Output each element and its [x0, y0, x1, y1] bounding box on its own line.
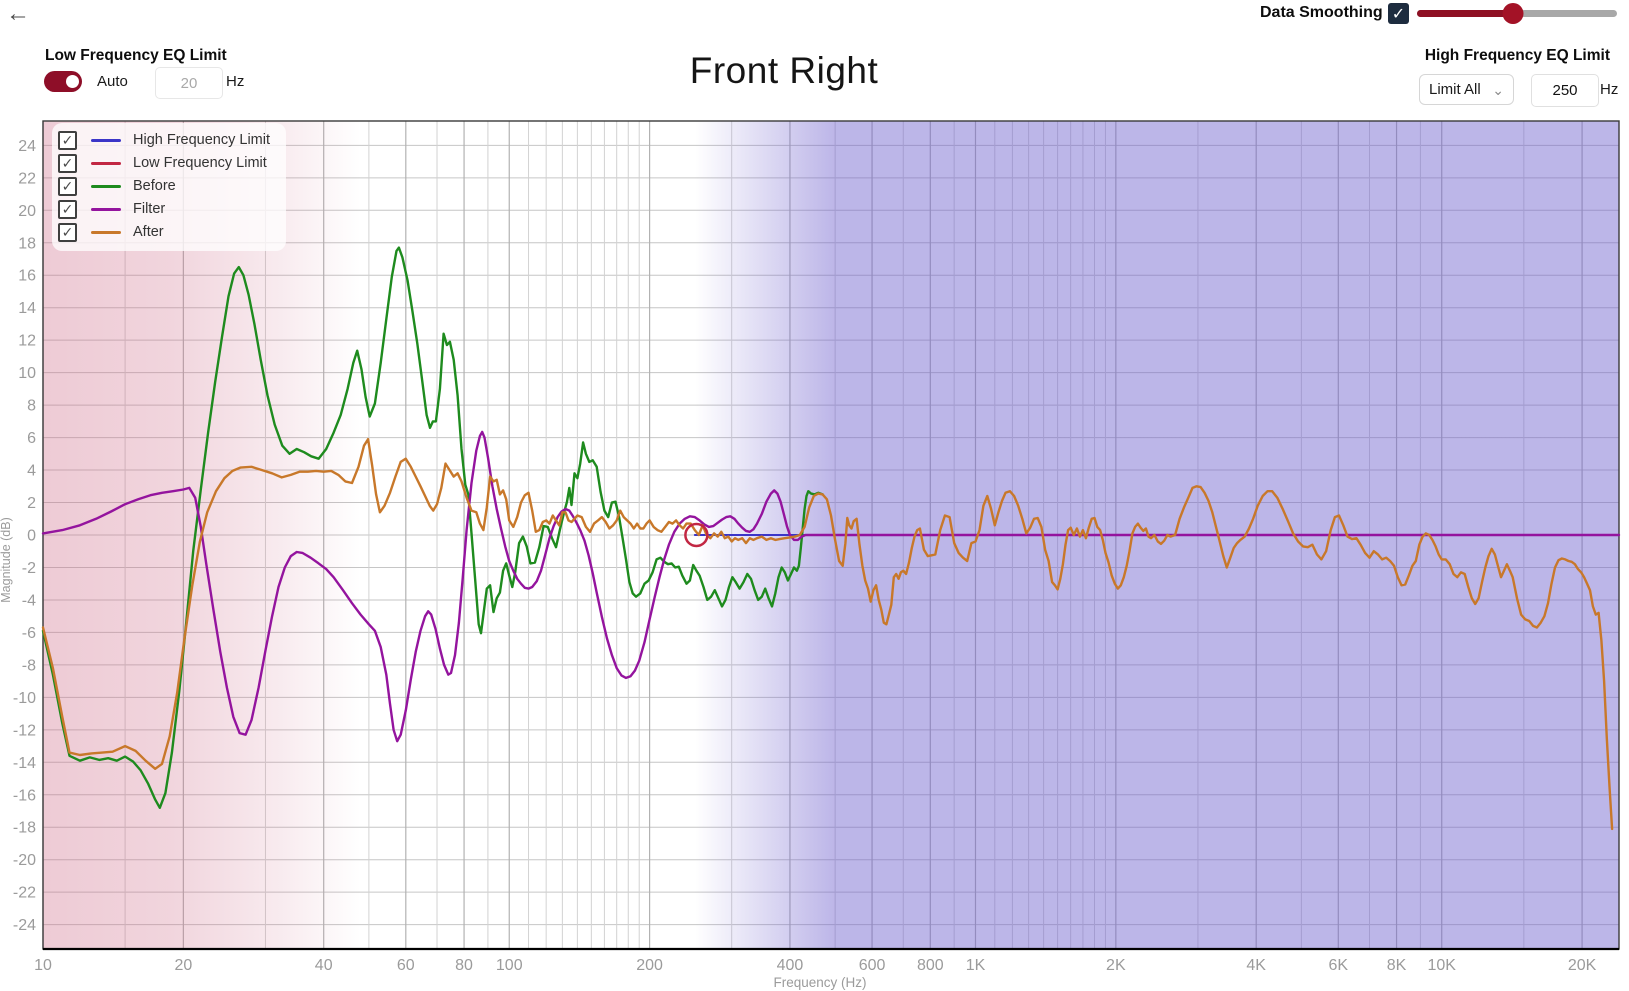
- x-tick-label: 10K: [1427, 957, 1456, 974]
- x-tick-label: 20K: [1568, 957, 1597, 974]
- y-tick-label: -14: [13, 755, 36, 772]
- chevron-down-icon: ⌄: [1492, 81, 1504, 98]
- x-tick-label: 1K: [966, 957, 986, 974]
- auto-label: Auto: [97, 73, 128, 90]
- y-tick-label: -16: [13, 787, 36, 804]
- legend-swatch-filter: [91, 207, 121, 211]
- data-smoothing-slider[interactable]: [1417, 0, 1617, 26]
- x-tick-label: 2K: [1106, 957, 1126, 974]
- legend-row-after: ✓ After: [58, 222, 270, 242]
- slider-fill: [1417, 10, 1513, 17]
- check-icon: ✓: [1391, 5, 1406, 23]
- y-tick-label: 22: [18, 170, 36, 187]
- low-frequency-limit-input[interactable]: [155, 67, 223, 99]
- high-frequency-unit-label: Hz: [1600, 81, 1619, 98]
- legend-label-high-frequency-limit: High Frequency Limit: [133, 132, 270, 148]
- back-icon[interactable]: ←: [6, 0, 30, 27]
- data-smoothing-checkbox[interactable]: ✓: [1388, 3, 1409, 24]
- legend-row-filter: ✓ Filter: [58, 199, 270, 219]
- y-tick-label: 2: [27, 495, 36, 512]
- limit-mode-value: Limit All: [1429, 81, 1481, 98]
- y-tick-label: -24: [13, 917, 36, 934]
- low-frequency-unit-label: Hz: [226, 73, 245, 90]
- x-tick-label: 40: [315, 957, 333, 974]
- x-axis-label: Frequency (Hz): [773, 975, 866, 990]
- y-tick-label: 4: [27, 463, 36, 480]
- toggle-knob: [66, 75, 79, 88]
- curtain-handle[interactable]: [684, 522, 709, 548]
- y-tick-label: -4: [22, 592, 36, 609]
- x-tick-label: 10: [34, 957, 52, 974]
- legend-swatch-after: [91, 230, 121, 234]
- slider-thumb[interactable]: [1502, 3, 1524, 24]
- legend-label-before: Before: [133, 178, 176, 194]
- x-tick-label: 6K: [1329, 957, 1349, 974]
- page-title: Front Right: [689, 50, 879, 91]
- y-tick-label: 8: [27, 398, 36, 415]
- legend-checkbox-filter[interactable]: ✓: [58, 199, 77, 219]
- x-tick-label: 80: [455, 957, 473, 974]
- legend-label-filter: Filter: [133, 201, 166, 217]
- y-tick-label: -10: [13, 690, 36, 707]
- y-tick-label: -18: [13, 820, 36, 837]
- legend-row-high-frequency-limit: ✓ High Frequency Limit: [58, 130, 270, 150]
- y-tick-label: 16: [18, 268, 36, 285]
- high-frequency-limit-input[interactable]: [1531, 74, 1599, 107]
- chart-legend: ✓ High Frequency Limit ✓ Low Frequency Limi…: [52, 123, 286, 251]
- y-axis-label: Magnitude (dB): [0, 517, 13, 602]
- legend-label-after: After: [133, 224, 164, 240]
- y-tick-label: -22: [13, 885, 36, 902]
- curve-filter: [41, 430, 1621, 743]
- curve-before: [41, 246, 824, 809]
- x-tick-label: 8K: [1387, 957, 1407, 974]
- data-smoothing-label: Data Smoothing: [1260, 4, 1383, 21]
- y-tick-label: 12: [18, 333, 36, 350]
- y-tick-label: -20: [13, 852, 36, 869]
- y-tick-label: -12: [13, 722, 36, 739]
- legend-swatch-before: [91, 184, 121, 188]
- y-tick-label: 10: [18, 365, 36, 382]
- x-tick-label: 200: [636, 957, 663, 974]
- y-tick-label: 14: [18, 300, 36, 317]
- y-tick-label: -6: [22, 625, 36, 642]
- curve-after: [41, 438, 1614, 831]
- legend-checkbox-high-frequency-limit[interactable]: ✓: [58, 130, 77, 150]
- y-tick-label: 20: [18, 203, 36, 220]
- y-tick-label: 24: [18, 138, 36, 155]
- y-tick-label: 18: [18, 235, 36, 252]
- legend-row-before: ✓ Before: [58, 176, 270, 196]
- x-tick-label: 100: [496, 957, 523, 974]
- legend-swatch-high-frequency-limit: [91, 138, 121, 142]
- y-tick-label: -8: [22, 657, 36, 674]
- high-frequency-eq-limit-heading: High Frequency EQ Limit: [1424, 47, 1610, 64]
- x-tick-label: 400: [777, 957, 804, 974]
- legend-label-low-frequency-limit: Low Frequency Limit: [133, 155, 267, 171]
- auto-toggle[interactable]: [44, 71, 82, 92]
- legend-swatch-low-frequency-limit: [91, 161, 121, 165]
- x-tick-label: 600: [859, 957, 886, 974]
- legend-checkbox-before[interactable]: ✓: [58, 176, 77, 196]
- legend-checkbox-after[interactable]: ✓: [58, 222, 77, 242]
- y-tick-label: -2: [22, 560, 36, 577]
- x-tick-label: 60: [397, 957, 415, 974]
- x-tick-label: 4K: [1246, 957, 1266, 974]
- x-tick-label: 20: [174, 957, 192, 974]
- x-tick-label: 800: [917, 957, 944, 974]
- legend-row-low-frequency-limit: ✓ Low Frequency Limit: [58, 153, 270, 173]
- y-tick-label: 6: [27, 430, 36, 447]
- low-frequency-eq-limit-heading: Low Frequency EQ Limit: [45, 47, 227, 64]
- y-tick-label: 0: [27, 528, 36, 545]
- limit-mode-select[interactable]: Limit All ⌄: [1419, 74, 1514, 105]
- legend-checkbox-low-frequency-limit[interactable]: ✓: [58, 153, 77, 173]
